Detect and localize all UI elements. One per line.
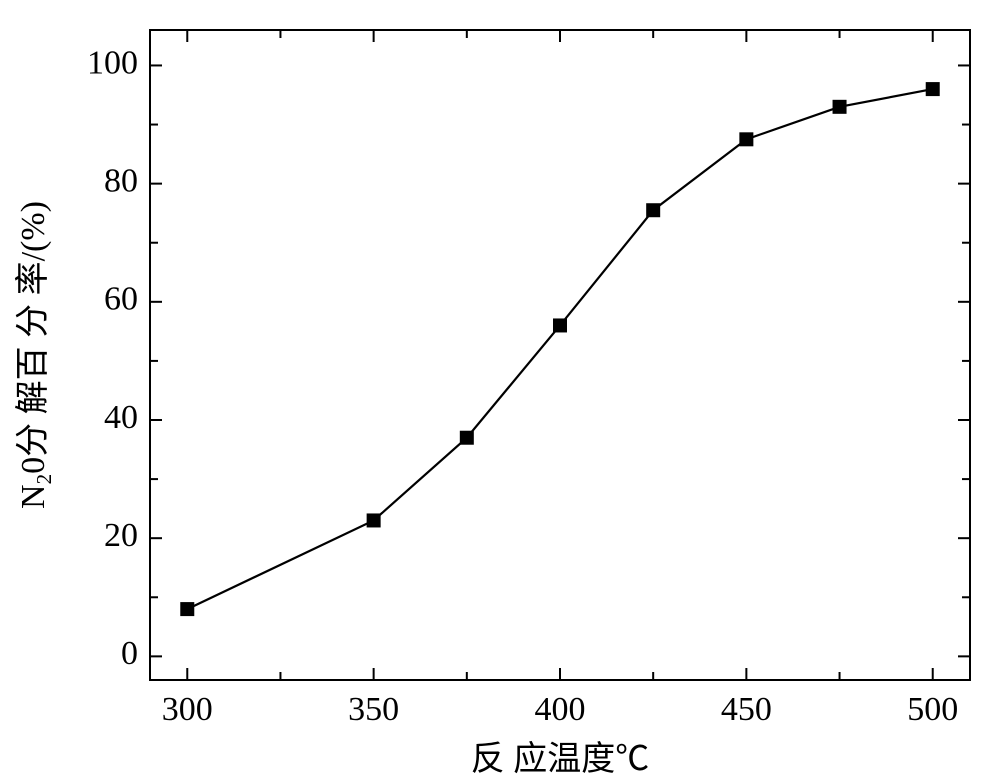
y-tick-label: 40 [104, 399, 138, 436]
series-marker [460, 431, 474, 445]
n2o-decomposition-chart: 300 350 400 450 500 0 20 40 60 80 100 反 应温度℃ N20分 解百… [0, 0, 1000, 784]
series-marker [646, 203, 660, 217]
y-tick-label: 0 [121, 635, 138, 672]
x-tick-label: 300 [162, 691, 213, 728]
y-tick-label: 100 [87, 44, 138, 81]
x-tick-label: 500 [907, 691, 958, 728]
y-axis-title: N20分 解百 分 率/(%) [14, 201, 56, 509]
series-marker [180, 602, 194, 616]
series-marker [739, 132, 753, 146]
y-tick-label: 20 [104, 517, 138, 554]
x-tick-label: 350 [348, 691, 399, 728]
series-marker [367, 513, 381, 527]
series-marker [926, 82, 940, 96]
series-marker [553, 318, 567, 332]
x-axis-title: 反 应温度℃ [471, 740, 650, 778]
y-tick-label: 80 [104, 162, 138, 199]
x-tick-label: 400 [535, 691, 586, 728]
y-tick-label: 60 [104, 281, 138, 318]
series-marker [833, 100, 847, 114]
x-tick-label: 450 [721, 691, 772, 728]
